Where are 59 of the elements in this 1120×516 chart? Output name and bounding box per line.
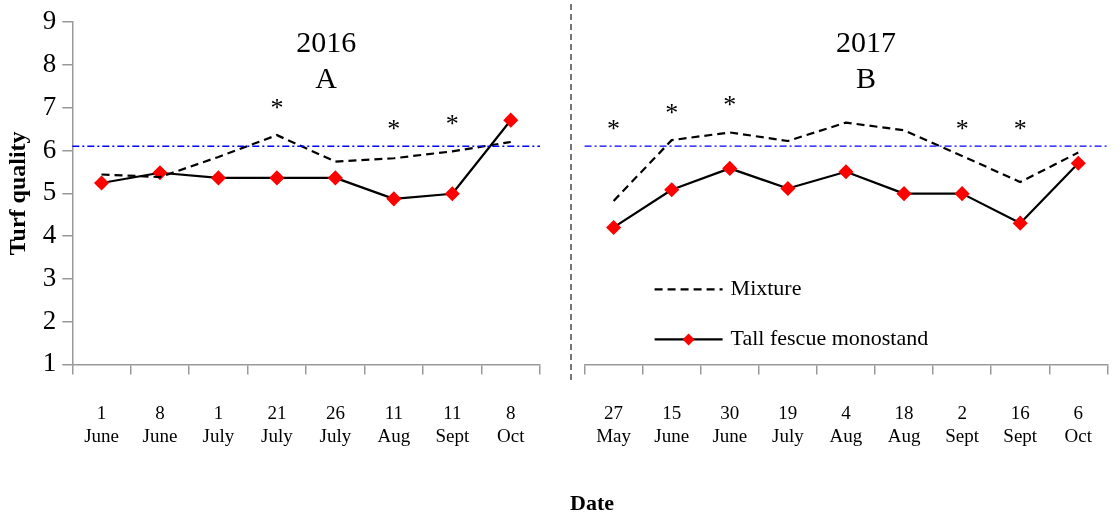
annotation: * (665, 97, 679, 127)
point (780, 181, 795, 196)
y-axis-title: Turf quality (3, 131, 30, 256)
chart-title: 2016 (296, 25, 357, 59)
text: B (855, 60, 876, 94)
x-tick-label: 4 Aug (829, 401, 863, 446)
point (955, 186, 970, 201)
legend-label: Tall fescue monostand (730, 325, 929, 351)
x-tick-label: 1 June (84, 401, 119, 446)
point (152, 165, 168, 180)
x-tick-label: 8 Oct (497, 401, 526, 446)
point (211, 170, 226, 185)
x-tick-label: 6 Oct (1064, 401, 1093, 446)
y-tick-label: 9 (42, 5, 57, 36)
legend-label: Mixture (730, 275, 802, 301)
x-tick-label: 11 Sept (435, 401, 470, 446)
annotation: * (955, 113, 969, 143)
x-tick-label: 2 Sept (945, 401, 980, 446)
x-axis-title: Date (570, 489, 615, 515)
y-tick-label: 7 (42, 90, 57, 121)
point (328, 170, 343, 185)
x-tick-label: 1 July (202, 401, 235, 446)
y-tick-label: 5 (42, 176, 57, 207)
point (94, 175, 109, 191)
y-tick-label: 2 (42, 304, 57, 335)
point (503, 113, 518, 128)
point (838, 164, 854, 179)
text: A (315, 61, 338, 95)
annotation: * (1013, 113, 1027, 143)
annotation: * (445, 109, 459, 139)
point (896, 186, 912, 201)
point (1013, 216, 1028, 231)
annotation: * (270, 92, 284, 122)
annotation: * (387, 114, 401, 144)
x-tick-label: 15 June (654, 401, 690, 446)
x-tick-label: 19 July (772, 401, 805, 446)
x-tick-label: 26 July (319, 401, 352, 446)
x-tick-label: 18 Aug (887, 401, 921, 446)
point (1071, 156, 1086, 171)
x-tick-label: 11 Aug (377, 401, 411, 446)
y-tick-label: 1 (42, 347, 57, 378)
point (722, 161, 737, 176)
y-tick-label: 3 (42, 261, 57, 292)
x-tick-label: 21 July (261, 401, 294, 446)
y-tick-label: 4 (42, 219, 57, 250)
point (664, 182, 679, 197)
y-tick-label: 6 (42, 133, 57, 164)
x-tick-label: 16 Sept (1003, 401, 1038, 446)
x-tick-label: 27 May (596, 401, 632, 446)
x-tick-label: 8 June (142, 401, 178, 446)
point (606, 220, 621, 235)
x-tick-label: 30 June (712, 401, 748, 446)
point (386, 191, 401, 206)
point (269, 170, 285, 185)
annotation: * (723, 90, 737, 120)
y-tick-label: 8 (42, 48, 57, 79)
point (445, 186, 460, 201)
chart-title: 2017 (835, 24, 896, 58)
annotation: * (607, 113, 621, 143)
